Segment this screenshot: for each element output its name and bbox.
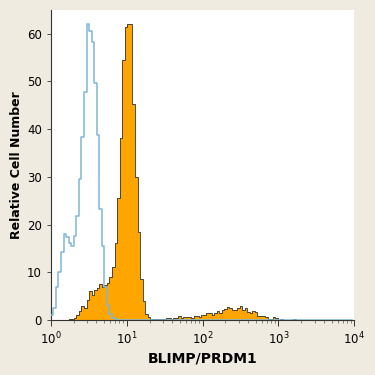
X-axis label: BLIMP/PRDM1: BLIMP/PRDM1	[148, 351, 258, 365]
Y-axis label: Relative Cell Number: Relative Cell Number	[10, 91, 23, 239]
